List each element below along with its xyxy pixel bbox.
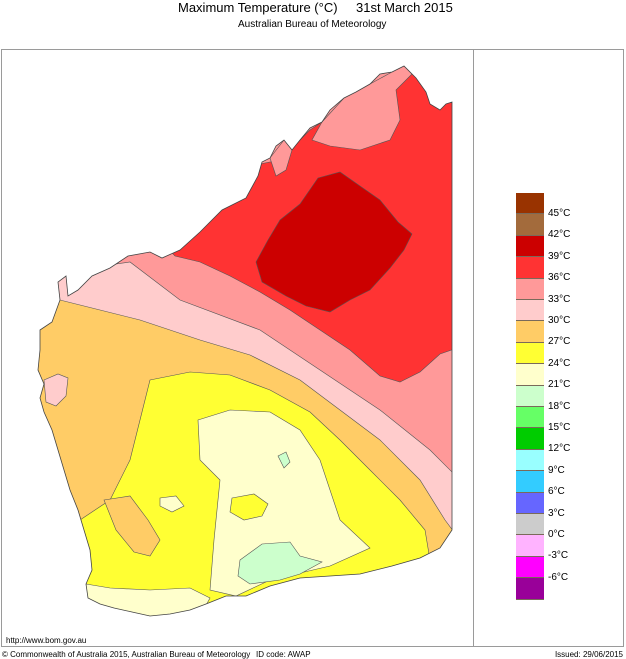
legend-swatch bbox=[516, 321, 544, 343]
map-date: 31st March 2015 bbox=[356, 0, 453, 15]
legend-swatch bbox=[516, 492, 544, 514]
legend-swatch bbox=[516, 535, 544, 557]
legend-label: 33°C bbox=[548, 293, 571, 305]
legend-swatch bbox=[516, 428, 544, 450]
legend-label: 27°C bbox=[548, 336, 571, 348]
legend-label: 30°C bbox=[548, 315, 571, 326]
frame-divider bbox=[473, 49, 474, 647]
legend-label: 21°C bbox=[548, 379, 571, 391]
legend-label: 24°C bbox=[548, 357, 571, 369]
legend-swatch bbox=[516, 449, 544, 472]
legend-swatch bbox=[516, 578, 544, 600]
legend-swatch bbox=[516, 342, 544, 365]
source-url: http://www.bom.gov.au bbox=[6, 636, 87, 645]
issued-date: Issued: 29/06/2015 bbox=[554, 650, 623, 659]
map-title: Maximum Temperature (°C) bbox=[178, 0, 338, 15]
legend-swatch bbox=[516, 556, 544, 579]
temperature-map bbox=[37, 65, 453, 617]
legend-swatch bbox=[516, 471, 544, 493]
copyright-notice: © Commonwealth of Australia 2015, Austra… bbox=[2, 650, 251, 659]
legend-swatch bbox=[516, 364, 544, 386]
legend-label: 45°C bbox=[548, 208, 571, 219]
legend-swatch bbox=[516, 278, 544, 300]
legend-swatch bbox=[516, 300, 544, 322]
legend-label: 39°C bbox=[548, 250, 571, 262]
header: Maximum Temperature (°C) 31st March 2015 bbox=[0, 0, 626, 16]
id-code: ID code: AWAP bbox=[256, 650, 311, 659]
legend-swatch bbox=[516, 514, 544, 536]
legend-label: 36°C bbox=[548, 272, 571, 284]
legend-swatch bbox=[516, 385, 544, 407]
legend-label: 15°C bbox=[548, 422, 571, 433]
legend-label: 9°C bbox=[548, 464, 565, 476]
legend-label: 3°C bbox=[548, 507, 565, 519]
legend-swatch bbox=[516, 407, 544, 429]
legend-swatch bbox=[516, 214, 544, 236]
legend-label: 12°C bbox=[548, 443, 571, 455]
legend-label: -6°C bbox=[548, 571, 569, 583]
legend-label: 0°C bbox=[548, 529, 565, 540]
legend-swatch bbox=[516, 193, 544, 215]
map-subtitle: Australian Bureau of Meteorology bbox=[238, 19, 387, 30]
legend-label: 42°C bbox=[548, 229, 571, 241]
map-frame bbox=[1, 49, 624, 647]
legend-label: -3°C bbox=[548, 550, 569, 562]
legend-label: 18°C bbox=[548, 400, 571, 412]
legend-label: 6°C bbox=[548, 486, 565, 498]
legend-swatch bbox=[516, 235, 544, 258]
legend-swatch bbox=[516, 257, 544, 279]
